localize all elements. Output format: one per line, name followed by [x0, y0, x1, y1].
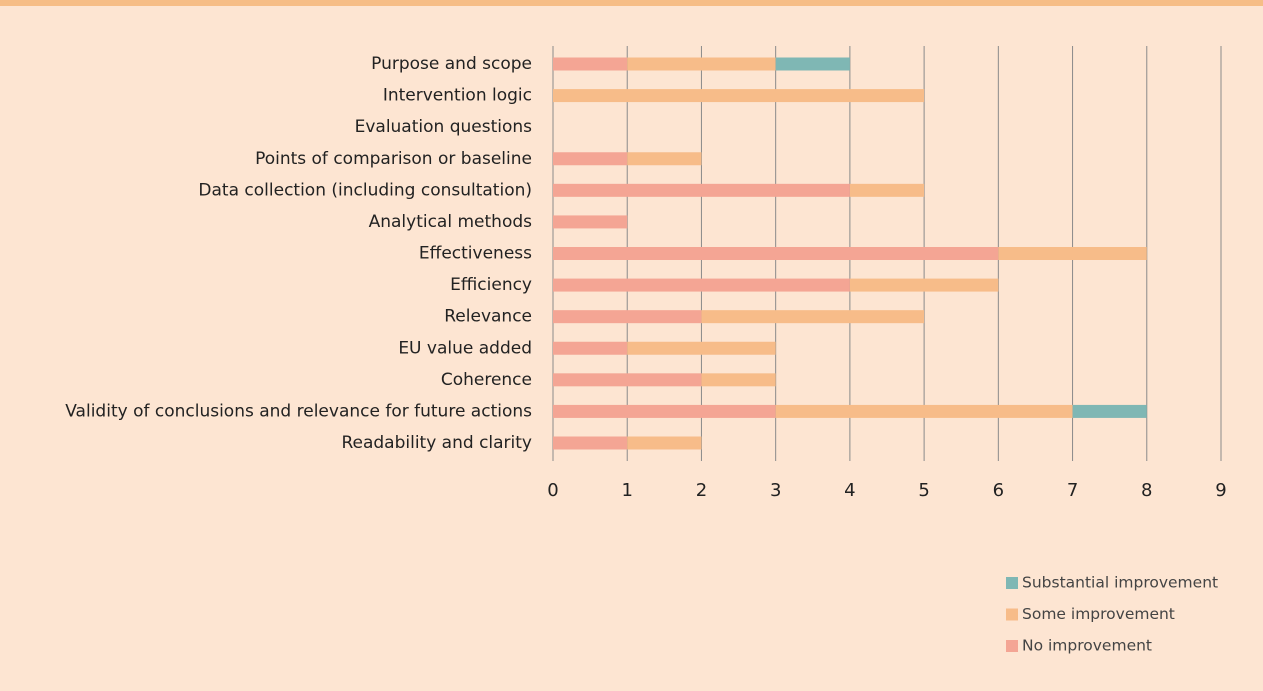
y-tick-label: Validity of conclusions and relevance fo…: [65, 401, 532, 421]
bar-segment: [553, 152, 628, 166]
y-tick-label: Analytical methods: [369, 212, 533, 232]
y-tick-label: Evaluation questions: [355, 117, 533, 137]
top-band: [0, 0, 1263, 6]
x-tick-label: 3: [770, 480, 781, 501]
bar-segment: [701, 373, 776, 387]
x-tick-label: 6: [993, 480, 1004, 501]
y-tick-label: Intervention logic: [383, 86, 532, 106]
bar-segment: [553, 183, 850, 197]
y-tick-label: EU value added: [398, 338, 532, 358]
bar-segment: [553, 436, 628, 450]
bar-segment: [553, 89, 925, 103]
bar-segment: [553, 310, 702, 324]
bar-segment: [627, 436, 702, 450]
y-tick-label: Readability and clarity: [341, 433, 532, 453]
legend-swatch: [1006, 608, 1018, 621]
bar-segment: [998, 247, 1147, 260]
y-tick-label: Points of comparison or baseline: [255, 149, 532, 169]
bar-segment: [701, 310, 925, 324]
bar-segment: [775, 57, 850, 71]
x-tick-label: 0: [547, 480, 558, 501]
x-tick-label: 4: [844, 480, 855, 501]
x-tick-label: 1: [621, 480, 632, 501]
bar-segment: [627, 57, 776, 71]
legend-swatch: [1006, 640, 1018, 652]
bar-segment: [627, 152, 702, 166]
bar-segment: [553, 373, 702, 387]
y-tick-label: Effectiveness: [419, 244, 532, 264]
bar-segment: [553, 341, 628, 355]
bar-segment: [1072, 404, 1147, 418]
y-tick-label: Relevance: [444, 307, 532, 327]
x-tick-label: 2: [696, 480, 707, 501]
bar-segment: [553, 215, 628, 229]
y-tick-label: Efficiency: [450, 275, 532, 295]
legend-label: Some improvement: [1022, 605, 1175, 623]
bar-segment: [775, 404, 1073, 418]
bar-segment: [849, 278, 999, 292]
x-tick-label: 9: [1215, 480, 1226, 501]
y-tick-label: Data collection (including consultation): [198, 180, 532, 200]
legend-swatch: [1006, 577, 1018, 589]
bar-segment: [849, 183, 925, 197]
legend-label: Substantial improvement: [1022, 574, 1218, 592]
bar-segment: [553, 404, 776, 418]
bar-segment: [553, 247, 999, 260]
y-tick-label: Coherence: [441, 370, 532, 390]
legend-label: No improvement: [1022, 637, 1152, 655]
bar-segment: [627, 341, 776, 355]
x-tick-label: 5: [918, 480, 929, 501]
y-tick-label: Purpose and scope: [371, 54, 532, 74]
bar-segment: [553, 57, 628, 71]
x-tick-label: 8: [1141, 480, 1152, 501]
bar-segment: [553, 278, 850, 292]
x-tick-label: 7: [1067, 480, 1078, 501]
